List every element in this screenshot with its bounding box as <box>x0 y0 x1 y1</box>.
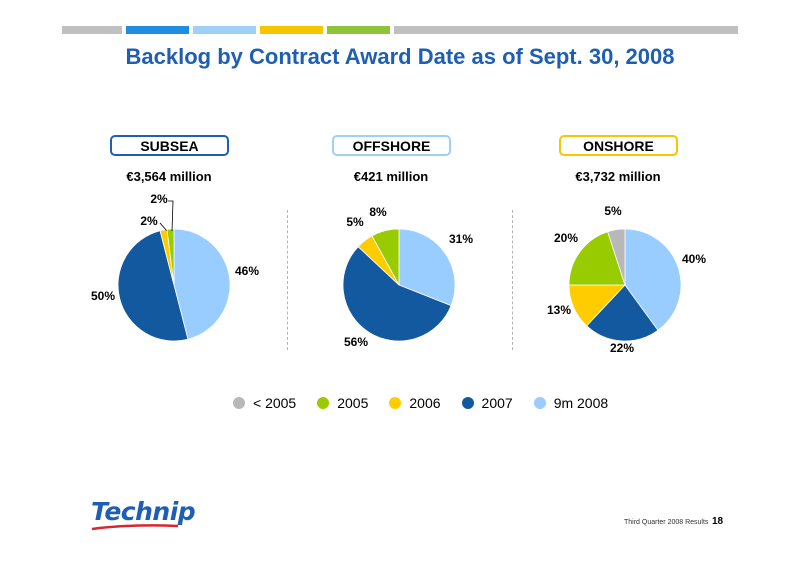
header-stripe <box>62 26 122 34</box>
legend-label: 2006 <box>409 395 441 411</box>
chart-divider <box>287 210 288 350</box>
pie-slice <box>624 228 682 331</box>
legend-label: 9m 2008 <box>553 395 609 411</box>
pie-data-label: 13% <box>547 303 571 317</box>
segment-tag-offshore: OFFSHORE <box>332 135 451 156</box>
legend-swatch <box>317 397 330 409</box>
legend-label: < 2005 <box>253 395 297 411</box>
pie-data-label: 22% <box>610 341 634 355</box>
pie-data-label: 40% <box>682 252 706 266</box>
chart-divider <box>512 210 513 350</box>
pie-slice <box>342 246 452 342</box>
header-stripe <box>193 26 256 34</box>
pie-slice <box>398 228 456 307</box>
legend-label: 2005 <box>337 395 369 411</box>
header-stripe <box>327 26 390 34</box>
pie-data-label: 20% <box>554 231 578 245</box>
pie-data-label: 5% <box>346 215 364 229</box>
pie-slice <box>173 228 231 340</box>
pie-data-label: 46% <box>235 264 259 278</box>
pie-data-label: 31% <box>449 232 473 246</box>
pie-data-label: 56% <box>344 335 368 349</box>
header-stripe <box>260 26 323 34</box>
segment-total-offshore: €421 million <box>353 169 429 184</box>
pie-slice <box>568 231 626 286</box>
header-stripe <box>126 26 189 34</box>
legend-item: 2006 <box>389 395 441 411</box>
leader-line <box>159 222 168 232</box>
page-title: Backlog by Contract Award Date as of Sep… <box>125 44 675 69</box>
legend-swatch <box>233 397 245 409</box>
pie-data-label: 2% <box>140 214 158 228</box>
pie-data-label: 5% <box>604 204 622 218</box>
page-number: 18 <box>712 516 724 527</box>
segment-total-subsea: €3,564 million <box>126 169 212 184</box>
leader-line <box>168 200 174 232</box>
company-logo: Technip <box>91 497 196 526</box>
pie-data-label: 8% <box>369 205 387 219</box>
pie-slice <box>371 228 400 286</box>
segment-tag-subsea: SUBSEA <box>110 135 229 156</box>
pie-data-label: 2% <box>150 192 168 206</box>
logo-swoosh-icon <box>91 524 179 531</box>
pie-slice <box>607 228 626 286</box>
legend-item: 2007 <box>461 395 513 411</box>
legend-swatch <box>461 397 474 409</box>
pie-slice <box>117 230 189 342</box>
legend-item: 2005 <box>317 395 368 411</box>
legend-swatch <box>533 397 546 409</box>
segment-total-onshore: €3,732 million <box>575 169 661 184</box>
legend-item: 9m 2008 <box>533 395 609 411</box>
legend-swatch <box>389 397 402 409</box>
pie-data-label: 50% <box>91 289 115 303</box>
segment-tag-onshore: ONSHORE <box>559 135 678 156</box>
header-stripe <box>394 26 738 34</box>
legend-label: 2007 <box>481 395 513 411</box>
pie-slice <box>586 284 659 342</box>
pie-slice <box>166 228 175 286</box>
legend-item: < 2005 <box>233 395 296 411</box>
footer-caption: Third Quarter 2008 Results <box>624 519 709 526</box>
chart-legend: < 2005 2005 2006 2007 9m 2008 <box>233 393 629 413</box>
